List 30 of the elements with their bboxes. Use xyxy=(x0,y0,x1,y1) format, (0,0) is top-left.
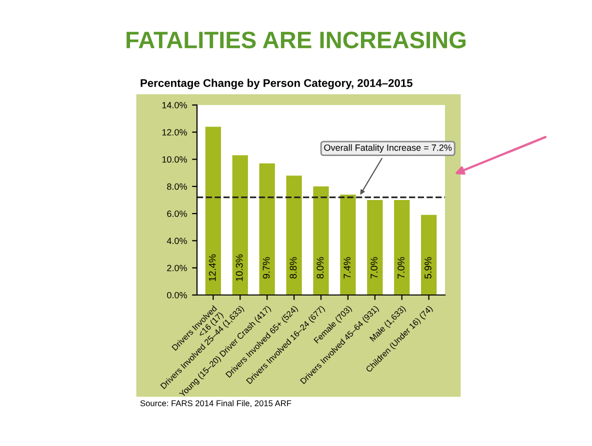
y-tick-label: 14.0% xyxy=(162,102,187,108)
data-label: 8.8% xyxy=(290,257,297,279)
bar xyxy=(205,126,221,295)
bar xyxy=(286,176,302,295)
data-label: 8.0% xyxy=(316,257,324,279)
y-tick-label: 6.0% xyxy=(167,210,187,217)
bar xyxy=(421,214,437,295)
y-tick-label: 10.0% xyxy=(162,156,187,163)
y-tick-label: 4.0% xyxy=(166,238,187,244)
bar xyxy=(313,186,329,295)
chart-title: FATALITIES ARE INCREASING xyxy=(126,32,466,48)
y-tick-label: 2.0% xyxy=(167,264,187,272)
chart-subtitle: Percentage Change by Person Category, 2014–2015 xyxy=(140,78,412,90)
bar xyxy=(367,200,383,295)
bar xyxy=(232,155,248,295)
bar xyxy=(259,163,275,295)
data-label: 9.7% xyxy=(262,257,270,278)
data-label: 7.4% xyxy=(344,257,351,278)
source-note: Source: FARS 2014 Final File, 2015 ARF xyxy=(140,400,292,408)
bar xyxy=(340,194,356,295)
y-tick-label: 0.0% xyxy=(167,292,187,298)
y-tick-label: 12.0% xyxy=(162,129,187,136)
data-label: 7.0% xyxy=(398,257,404,278)
data-label: 10.3% xyxy=(236,254,243,281)
bar xyxy=(394,200,410,295)
y-tick-label: 8.0% xyxy=(167,183,187,190)
data-label: 7.0% xyxy=(370,257,378,278)
ref-line-label: Overall Fatality Increase = 7.2% xyxy=(324,144,452,153)
data-label: 5.9% xyxy=(424,257,432,279)
data-label: 12.4% xyxy=(208,254,216,281)
